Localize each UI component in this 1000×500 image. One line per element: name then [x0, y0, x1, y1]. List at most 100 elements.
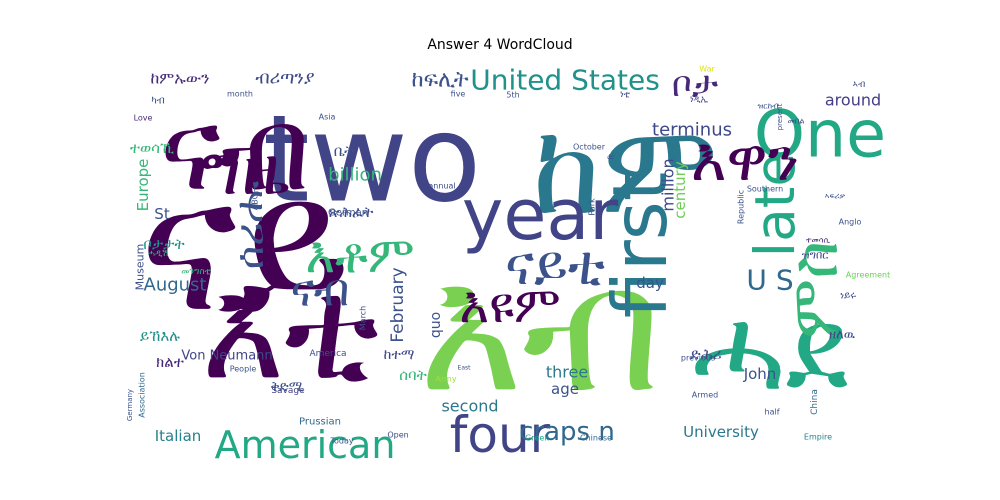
word-87: ጽሕፈት [329, 203, 374, 221]
word-94: ነይሩ [840, 291, 856, 302]
word-23: craps n [519, 417, 615, 447]
word-35: century [671, 161, 689, 219]
word-57: People [230, 365, 257, 374]
word-84: ክልተ [156, 353, 184, 371]
word-54: Chinese [580, 434, 612, 443]
word-56: Today [329, 437, 353, 446]
word-69: ft [607, 154, 616, 160]
word-100: መንግስቲ [181, 267, 210, 277]
word-82: ቦታታት [143, 235, 184, 253]
word-44: Von Neumann [181, 349, 272, 364]
word-70: present [776, 103, 784, 130]
word-67: War [699, 65, 715, 74]
word-26: ብሪጣንያ [255, 68, 314, 89]
word-93: ዝግበር [802, 249, 829, 262]
word-29: August [144, 275, 207, 296]
word-63: annual [428, 182, 455, 191]
word-90: ከተማ [384, 347, 415, 363]
word-17: ምስ [778, 241, 853, 340]
word-73: Agreement [846, 271, 890, 280]
word-83: ይኸእሉ [140, 327, 180, 345]
word-77: Association [138, 372, 147, 418]
word-102: ኣፍሪቃ [825, 192, 846, 201]
word-16: እዩም [459, 276, 560, 334]
word-39: day [636, 274, 664, 292]
word-30: February [388, 267, 408, 342]
word-41: University [683, 423, 759, 441]
word-62: month [227, 90, 253, 99]
word-91: ድሕሪ [690, 345, 722, 363]
word-74: Anglo [839, 218, 862, 227]
word-88: ቅድሚ [270, 379, 303, 395]
word-59: March [359, 306, 368, 330]
word-27: ከምኡውን [150, 69, 209, 88]
word-19: ቦታ [672, 65, 718, 105]
word-48: America [309, 349, 346, 359]
word-103: ዝርከብ [758, 102, 779, 111]
word-49: Savage [271, 386, 305, 396]
word-32: around [825, 91, 881, 110]
word-92: ዘለዉ [829, 328, 856, 343]
word-33: Europe [134, 159, 152, 212]
word-98: ካብ [151, 96, 164, 107]
word-71: Southern [747, 185, 783, 194]
word-86: ቤት [334, 142, 355, 160]
word-25: ከፍሊት [411, 68, 468, 93]
word-96: ነዲኢ [690, 95, 709, 105]
word-65: 5th [506, 91, 519, 100]
word-45: Museum [134, 244, 147, 291]
word-2: እቲ [201, 249, 379, 412]
word-60: Asia [319, 113, 336, 122]
word-31: terminus [652, 120, 732, 141]
word-66: five [451, 90, 466, 99]
word-61: Love [134, 114, 153, 123]
word-1: two [263, 91, 482, 230]
word-78: previous [681, 354, 715, 363]
word-11: late [743, 153, 807, 257]
word-34: million [659, 158, 678, 211]
word-22: ሰሪሑ [227, 180, 273, 269]
word-97: ኣብ [853, 80, 865, 90]
word-46: German [328, 208, 368, 219]
word-95: ነቲ [620, 90, 630, 100]
word-24: U S [746, 264, 793, 297]
word-75: ABC [251, 193, 260, 210]
word-80: half [764, 408, 779, 417]
word-43: quo [428, 312, 444, 338]
word-52: Empire [804, 433, 832, 442]
word-40: Italian [155, 427, 202, 445]
word-18: United States [470, 64, 660, 97]
word-53: Greek [525, 434, 549, 443]
word-21: ናብ [291, 264, 350, 317]
word-85: ተወሳኺ [130, 139, 174, 157]
word-28: billion [328, 165, 382, 186]
word-51: China [810, 389, 820, 415]
word-50: Armed [692, 391, 718, 400]
word-101: ተመሳሲ [806, 236, 830, 245]
word-7: year [462, 174, 618, 256]
word-8: One [754, 98, 886, 173]
word-13: ግዜ [201, 129, 289, 211]
word-76: Germany [126, 389, 134, 421]
word-12: እዋን [691, 125, 799, 195]
word-20: እቶም [305, 226, 414, 284]
word-15: American [215, 423, 396, 467]
word-6: ሓደ [692, 283, 849, 417]
word-64: October [573, 143, 606, 152]
cloud-background [125, 60, 895, 450]
chart-title: Answer 4 WordCloud [427, 37, 573, 53]
word-68: Park [588, 198, 597, 216]
word-47: Prussian [299, 417, 341, 428]
word-79: East [458, 365, 472, 372]
word-38: age [551, 380, 579, 398]
word-37: second [441, 397, 498, 416]
word-5: ናብ [160, 83, 310, 217]
word-58: Army [435, 375, 456, 384]
word-104: መበል [788, 117, 805, 126]
word-9: four [450, 406, 551, 464]
word-99: ሓዲሽ [148, 249, 169, 259]
word-4: ከም [532, 98, 718, 243]
word-3: እብ [419, 229, 662, 432]
